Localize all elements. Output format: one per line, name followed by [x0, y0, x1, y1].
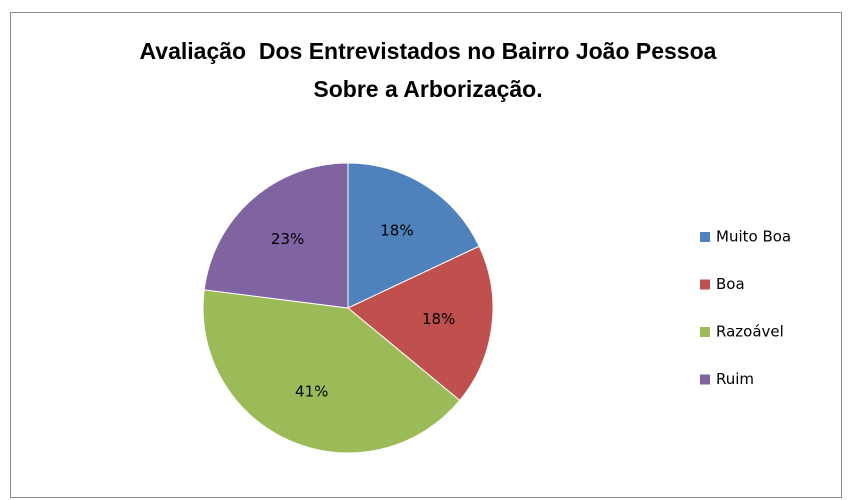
pie-slice	[202, 289, 461, 454]
pie-slice	[347, 162, 480, 309]
chart-title: Avaliação Dos Entrevistados no Bairro Jo…	[139, 38, 723, 102]
legend-label: Ruim	[716, 370, 754, 388]
pie-slice	[203, 162, 349, 309]
legend-label: Muito Boa	[716, 228, 791, 246]
data-label: 18%	[380, 221, 413, 239]
pie-slice	[347, 245, 494, 402]
legend-swatch	[700, 279, 710, 290]
legend-swatch	[700, 374, 710, 385]
legend-swatch	[700, 232, 710, 242]
legend-label: Razoável	[716, 323, 784, 341]
data-label: 41%	[295, 382, 328, 400]
data-label: 18%	[422, 310, 455, 328]
legend-swatch	[700, 327, 710, 337]
legend-label: Boa	[716, 275, 745, 293]
data-label: 23%	[271, 230, 304, 248]
chart-frame	[10, 12, 842, 498]
